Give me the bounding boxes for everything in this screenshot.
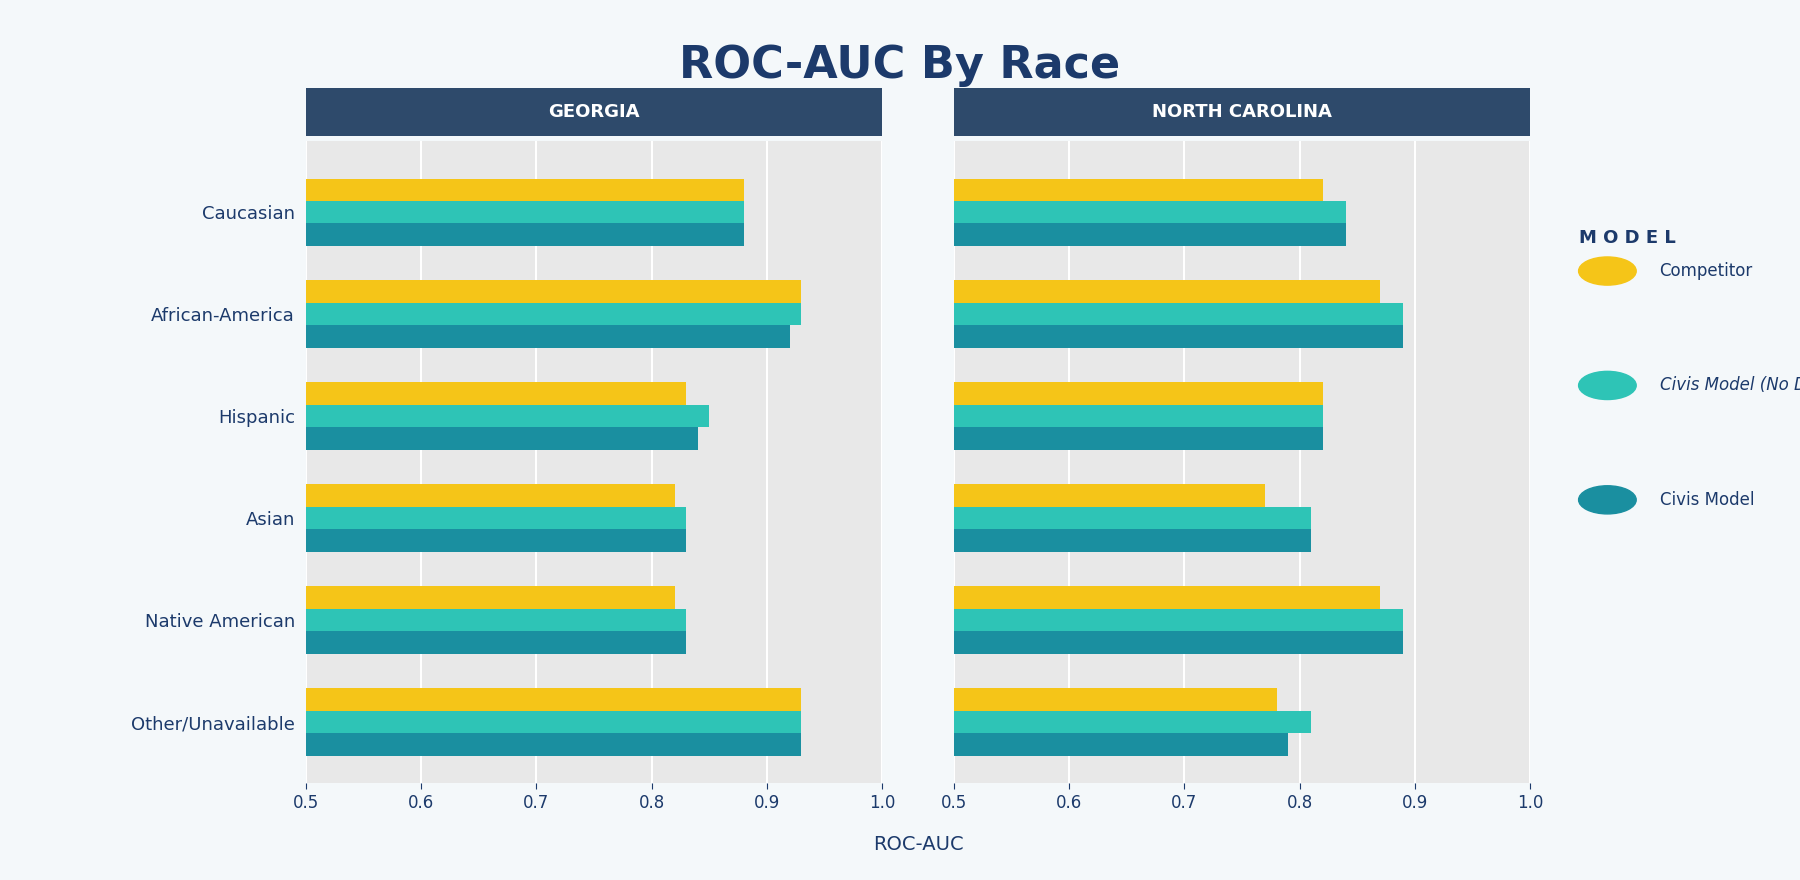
Bar (954, 507, 1310, 529)
Bar (954, 529, 1310, 552)
Bar (306, 688, 801, 711)
Bar (954, 326, 1404, 348)
Bar (954, 303, 1404, 326)
Bar (954, 428, 1323, 450)
Bar (954, 586, 1381, 609)
Bar (306, 733, 801, 756)
Bar (954, 224, 1346, 246)
Bar (306, 201, 743, 224)
Bar (306, 711, 801, 733)
Text: Civis Model (No Dobbs shift): Civis Model (No Dobbs shift) (1660, 377, 1800, 394)
Bar (306, 631, 686, 654)
Bar (306, 326, 790, 348)
Bar (954, 711, 1310, 733)
Bar (306, 428, 698, 450)
Bar (306, 609, 686, 631)
Text: M O D E L: M O D E L (1579, 229, 1676, 246)
Bar (954, 201, 1346, 224)
Bar (954, 688, 1276, 711)
Bar (306, 405, 709, 428)
Text: Civis Model: Civis Model (1660, 491, 1753, 509)
Bar (954, 484, 1265, 507)
Bar (954, 631, 1404, 654)
Text: GEORGIA: GEORGIA (549, 103, 639, 121)
Bar (954, 179, 1323, 201)
Text: NORTH CAROLINA: NORTH CAROLINA (1152, 103, 1332, 121)
Bar (306, 224, 743, 246)
Bar (954, 733, 1289, 756)
Bar (954, 281, 1381, 303)
Bar (306, 507, 686, 529)
Bar (306, 281, 801, 303)
Bar (306, 484, 675, 507)
Text: ROC-AUC By Race: ROC-AUC By Race (679, 44, 1121, 87)
Bar (306, 529, 686, 552)
Text: Competitor: Competitor (1660, 262, 1753, 280)
Bar (954, 383, 1323, 405)
Bar (306, 586, 675, 609)
Bar (954, 405, 1323, 428)
Bar (306, 303, 801, 326)
Bar (306, 179, 743, 201)
Text: ROC-AUC: ROC-AUC (873, 834, 963, 854)
Bar (954, 609, 1404, 631)
Bar (306, 383, 686, 405)
